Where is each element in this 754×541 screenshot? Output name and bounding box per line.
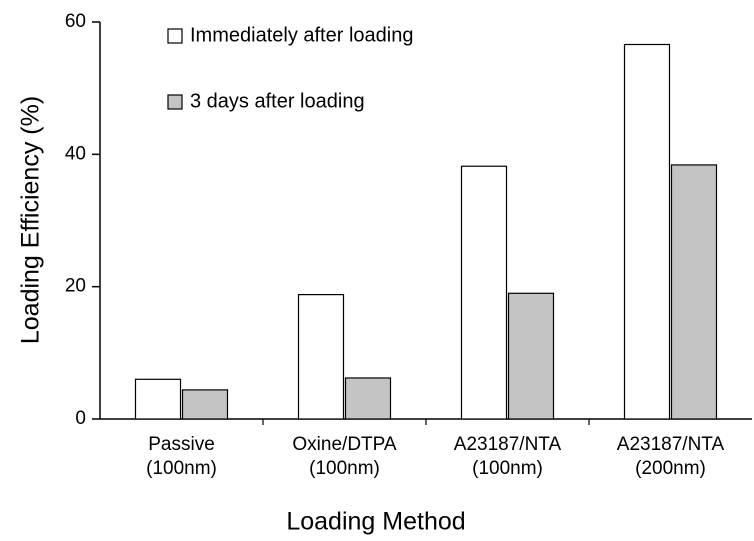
y-axis-title: Loading Efficiency (%) (17, 96, 45, 344)
bar (623, 43, 671, 420)
bar (181, 389, 229, 420)
x-tick-label: (200nm) (635, 458, 706, 479)
legend-swatch (167, 28, 183, 44)
x-tick-label: A23187/NTA (454, 434, 562, 455)
y-tick-label: 0 (75, 408, 86, 429)
x-tick-label: (100nm) (146, 458, 217, 479)
bar (297, 294, 345, 420)
legend-label: Immediately after loading (190, 24, 413, 46)
bar (507, 292, 555, 420)
y-tick-label: 20 (65, 276, 86, 297)
x-tick-label: (100nm) (309, 458, 380, 479)
x-tick-label: (100nm) (472, 458, 543, 479)
x-axis-title: Loading Method (286, 508, 465, 536)
bar (134, 378, 182, 420)
y-tick-label: 40 (65, 143, 86, 164)
legend-swatch (167, 94, 183, 110)
bar (344, 377, 392, 420)
bar (670, 164, 718, 420)
y-tick-label: 60 (65, 11, 86, 32)
legend-label: 3 days after loading (190, 90, 365, 112)
x-tick-label: A23187/NTA (617, 434, 725, 455)
x-tick-label: Oxine/DTPA (292, 434, 397, 455)
bar (460, 165, 508, 420)
x-tick-label: Passive (148, 434, 215, 455)
